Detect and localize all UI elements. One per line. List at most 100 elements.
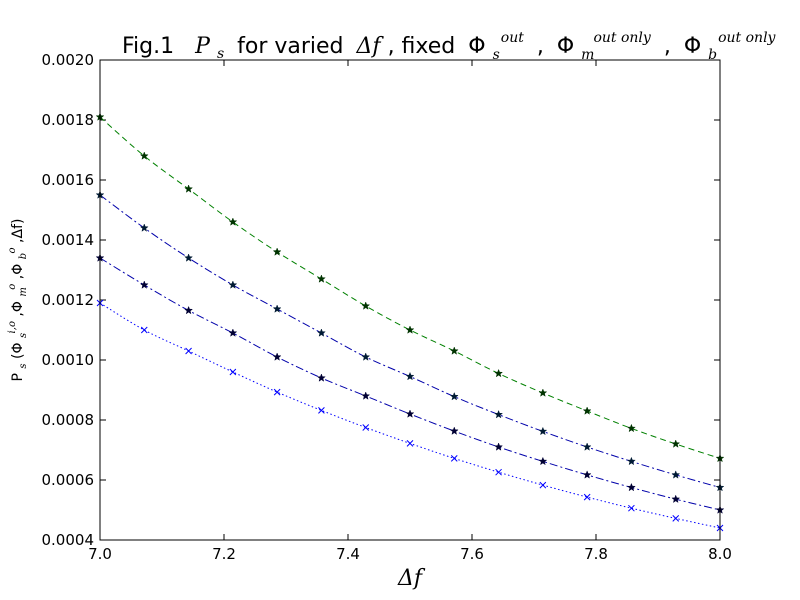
y-axis: 0.0004 0.0006 0.0008 0.0010 0.0012 0.0014 0.00… [42, 51, 720, 549]
title-delta-var: Δf [356, 34, 385, 59]
y-tick-label: 0.0016 [42, 171, 95, 189]
title-phi-m-sup: out only [593, 30, 651, 46]
title-phi-b-sup: out only [718, 30, 776, 46]
ylabel-main: P [10, 373, 26, 381]
ylabel-phi3-sup: o [7, 247, 18, 253]
data-point-star-marker [272, 352, 282, 361]
data-point-star-marker [449, 346, 459, 355]
data-point-star-marker [671, 494, 681, 504]
data-point-x-marker [450, 455, 458, 462]
y-tick-label: 0.0018 [42, 111, 95, 129]
title-phi-s-sub: s [493, 47, 500, 63]
title-phi-s-sup: out [501, 30, 524, 46]
x-tick-label: 8.0 [708, 545, 732, 563]
title-fixed: , fixed [388, 34, 456, 59]
title-phi-m: Φ [557, 34, 574, 59]
data-point-star-marker [405, 325, 415, 334]
ylabel-phi2-sub: m [18, 287, 29, 296]
data-point-x-marker [583, 493, 591, 501]
ylabel-comma1: ,Φ [10, 301, 26, 316]
ylabel-args-open: (Φ [10, 342, 26, 358]
data-point-star-marker [361, 301, 371, 310]
data-point-star-marker [449, 391, 459, 401]
data-point-star-marker [538, 426, 548, 436]
data-point-star-marker [228, 280, 238, 289]
x-axis-label: Δf [397, 566, 426, 591]
y-tick-label: 0.0010 [42, 351, 95, 369]
data-point-x-marker [406, 440, 414, 447]
title-math-sub: s [217, 46, 224, 62]
data-point-star-marker [494, 368, 504, 378]
title-phi-b: Φ [684, 34, 701, 59]
data-point-star-marker [184, 184, 194, 193]
data-point-star-marker [316, 373, 326, 382]
data-point-star-marker [405, 409, 415, 418]
ylabel-phi2-sup: o [7, 284, 18, 290]
data-point-star-marker [184, 305, 194, 315]
x-tick-label: 7.8 [584, 545, 608, 563]
data-point-star-marker [405, 371, 415, 381]
data-point-star-marker [139, 280, 149, 289]
title-phi-b-sub: b [708, 47, 717, 63]
data-point-star-marker [184, 253, 194, 262]
y-tick-label: 0.0006 [42, 471, 95, 489]
data-point-star-marker [361, 352, 371, 361]
x-tick-label: 7.4 [336, 545, 360, 563]
x-tick-label: 7.2 [212, 545, 236, 563]
data-point-x-marker [229, 368, 237, 376]
data-point-x-marker [185, 347, 192, 355]
data-point-star-marker [671, 470, 681, 479]
data-point-x-marker [140, 326, 148, 334]
data-point-star-marker [538, 456, 548, 466]
data-point-star-marker [671, 439, 681, 448]
title-middle: for varied [237, 34, 343, 59]
data-point-x-marker [318, 407, 325, 414]
data-point-star-marker [582, 470, 592, 479]
data-point-star-marker [361, 391, 371, 400]
title-sep-1: , [537, 34, 544, 59]
data-point-star-marker [316, 328, 326, 337]
data-point-star-marker [449, 426, 459, 435]
ylabel-comma2: ,Φ [10, 264, 26, 279]
series-line-1 [99, 116, 721, 459]
data-point-star-marker [538, 388, 548, 397]
data-point-star-marker [228, 217, 238, 226]
series-line-2 [99, 194, 721, 488]
data-point-x-marker [672, 515, 680, 522]
x-tick-label: 7.6 [460, 545, 484, 563]
data-point-x-marker [539, 481, 547, 489]
title-math-var: P [194, 34, 211, 59]
ylabel-phi3-sub: b [18, 253, 29, 259]
data-point-x-marker [273, 388, 281, 396]
data-point-star-marker [494, 442, 504, 451]
data-point-star-marker [228, 328, 238, 337]
y-tick-label: 0.0008 [42, 411, 95, 429]
data-point-star-marker [494, 409, 504, 419]
data-point-x-marker [628, 504, 635, 512]
y-tick-label: 0.0004 [42, 531, 95, 549]
ylabel-sub: s [18, 363, 29, 368]
data-point-star-marker [582, 406, 592, 415]
series-markers [95, 112, 725, 532]
data-point-star-marker [316, 274, 326, 283]
data-point-star-marker [626, 423, 636, 433]
title-sep-2: , [664, 34, 671, 59]
title-prefix: Fig.1 [122, 34, 174, 59]
data-point-star-marker [139, 151, 149, 160]
plot-frame [99, 59, 721, 541]
data-point-star-marker [626, 456, 636, 466]
data-point-x-marker [495, 468, 502, 476]
data-point-x-marker [362, 424, 370, 431]
y-tick-label: 0.0012 [42, 291, 95, 309]
data-point-star-marker [139, 223, 149, 232]
title-phi-m-sub: m [581, 47, 594, 63]
x-axis: 7.0 7.2 7.4 7.6 7.8 8.0 [88, 60, 732, 563]
ylabel-phi1-sub: s [18, 333, 29, 338]
ylabel-args-close: ,Δf) [10, 219, 26, 243]
y-axis-label: P s (Φ s i,o ,Φ m o ,Φ b o ,Δf) [3, 219, 30, 382]
data-point-star-marker [272, 247, 282, 256]
y-tick-label: 0.0014 [42, 231, 95, 249]
ylabel-phi1-sup: i,o [7, 321, 18, 333]
